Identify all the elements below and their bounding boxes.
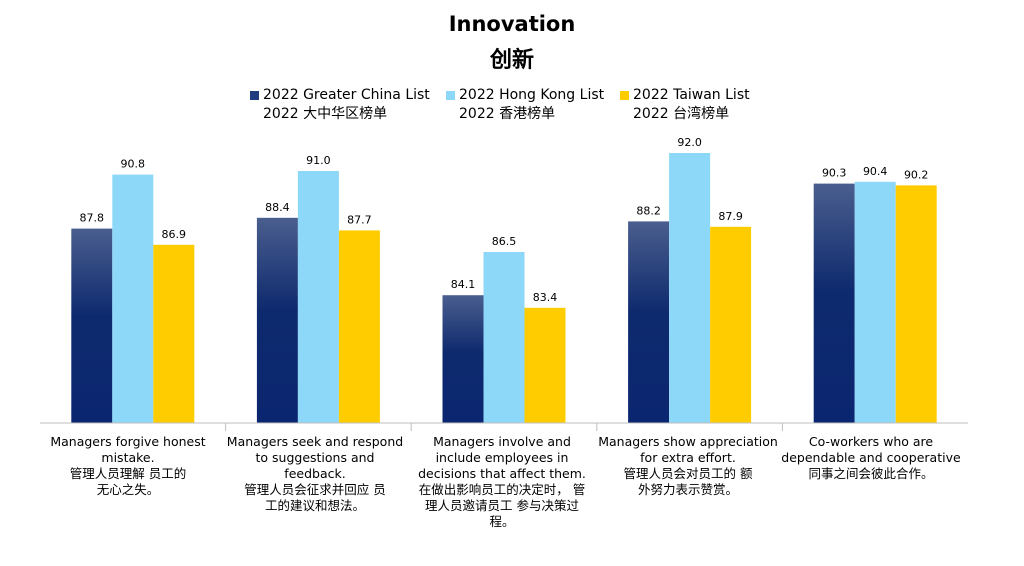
legend-label-chinese: 2022 台湾榜单	[633, 106, 730, 122]
bar-hong-kong-1	[112, 174, 154, 423]
data-label-taiwan-1: 86.9	[162, 228, 187, 241]
category-label-1: Managers forgive honest mistake. 管理人员理解 …	[38, 434, 218, 498]
category-label-3: Managers involve and include employees i…	[412, 434, 592, 530]
category-label-2: Managers seek and respond to suggestions…	[225, 434, 405, 514]
category-label-chinese: 同事之间会彼此合作。	[808, 466, 934, 481]
category-label-english: Co-workers who are dependable and cooper…	[781, 434, 961, 465]
bar-hong-kong-4	[669, 153, 711, 423]
data-label-hong-kong-4: 92.0	[677, 136, 702, 149]
bar-taiwan-2	[338, 230, 380, 423]
legend-swatch-taiwan	[620, 91, 629, 100]
bar-taiwan-1	[153, 244, 195, 423]
data-label-greater-china-4: 88.2	[636, 204, 661, 217]
category-label-chinese: 管理人员会对员工的 额外努力表示赞赏。	[623, 466, 753, 497]
data-label-greater-china-3: 84.1	[451, 278, 476, 291]
data-label-taiwan-5: 90.2	[904, 168, 929, 181]
data-label-hong-kong-2: 91.0	[306, 154, 331, 167]
bar-greater-china-2	[256, 217, 298, 423]
legend-swatch-greater-china	[250, 91, 259, 100]
bar-greater-china-5	[813, 183, 855, 423]
bar-hong-kong-3	[483, 252, 525, 423]
bar-hong-kong-5	[854, 181, 896, 423]
category-label-english: Managers forgive honest mistake.	[50, 434, 206, 465]
legend-label-chinese: 2022 大中华区榜单	[263, 106, 388, 122]
data-label-hong-kong-3: 86.5	[492, 235, 517, 248]
data-label-hong-kong-1: 90.8	[121, 158, 146, 171]
data-label-taiwan-3: 83.4	[533, 291, 558, 304]
bar-hong-kong-2	[297, 171, 339, 423]
category-label-chinese: 管理人员会征求并回应 员工的建议和想法。	[244, 482, 386, 513]
data-label-greater-china-2: 88.4	[265, 201, 290, 214]
bar-taiwan-4	[710, 226, 752, 423]
legend-label: 2022 Hong Kong List	[459, 87, 605, 103]
category-label-chinese: 管理人员理解 员工的无心之失。	[69, 466, 187, 497]
legend-label: 2022 Greater China List	[263, 87, 430, 103]
category-label-english: Managers seek and respond to suggestions…	[226, 434, 404, 481]
data-label-greater-china-5: 90.3	[822, 167, 847, 180]
bar-taiwan-3	[524, 307, 566, 423]
legend-swatch-hong-kong	[446, 91, 455, 100]
data-label-taiwan-4: 87.9	[718, 210, 743, 223]
chart-title-chinese: 创新	[489, 48, 534, 73]
category-label-english: Managers show appreciation for extra eff…	[598, 434, 778, 465]
legend-label: 2022 Taiwan List	[633, 87, 750, 103]
chart-title-english: Innovation	[448, 12, 576, 36]
legend-label-chinese: 2022 香港榜单	[459, 106, 556, 122]
data-label-hong-kong-5: 90.4	[863, 165, 888, 178]
bar-greater-china-3	[442, 295, 484, 423]
data-label-greater-china-1: 87.8	[80, 212, 105, 225]
data-label-taiwan-2: 87.7	[347, 213, 372, 226]
category-label-chinese: 在做出影响员工的决定时， 管理人员邀请员工 参与决策过程。	[418, 482, 586, 529]
category-label-english: Managers involve and include employees i…	[418, 434, 586, 481]
category-label-5: Co-workers who are dependable and cooper…	[781, 434, 961, 482]
category-label-4: Managers show appreciation for extra eff…	[598, 434, 778, 498]
bar-taiwan-5	[895, 185, 937, 423]
bar-greater-china-1	[71, 228, 113, 423]
bar-greater-china-4	[628, 221, 670, 423]
